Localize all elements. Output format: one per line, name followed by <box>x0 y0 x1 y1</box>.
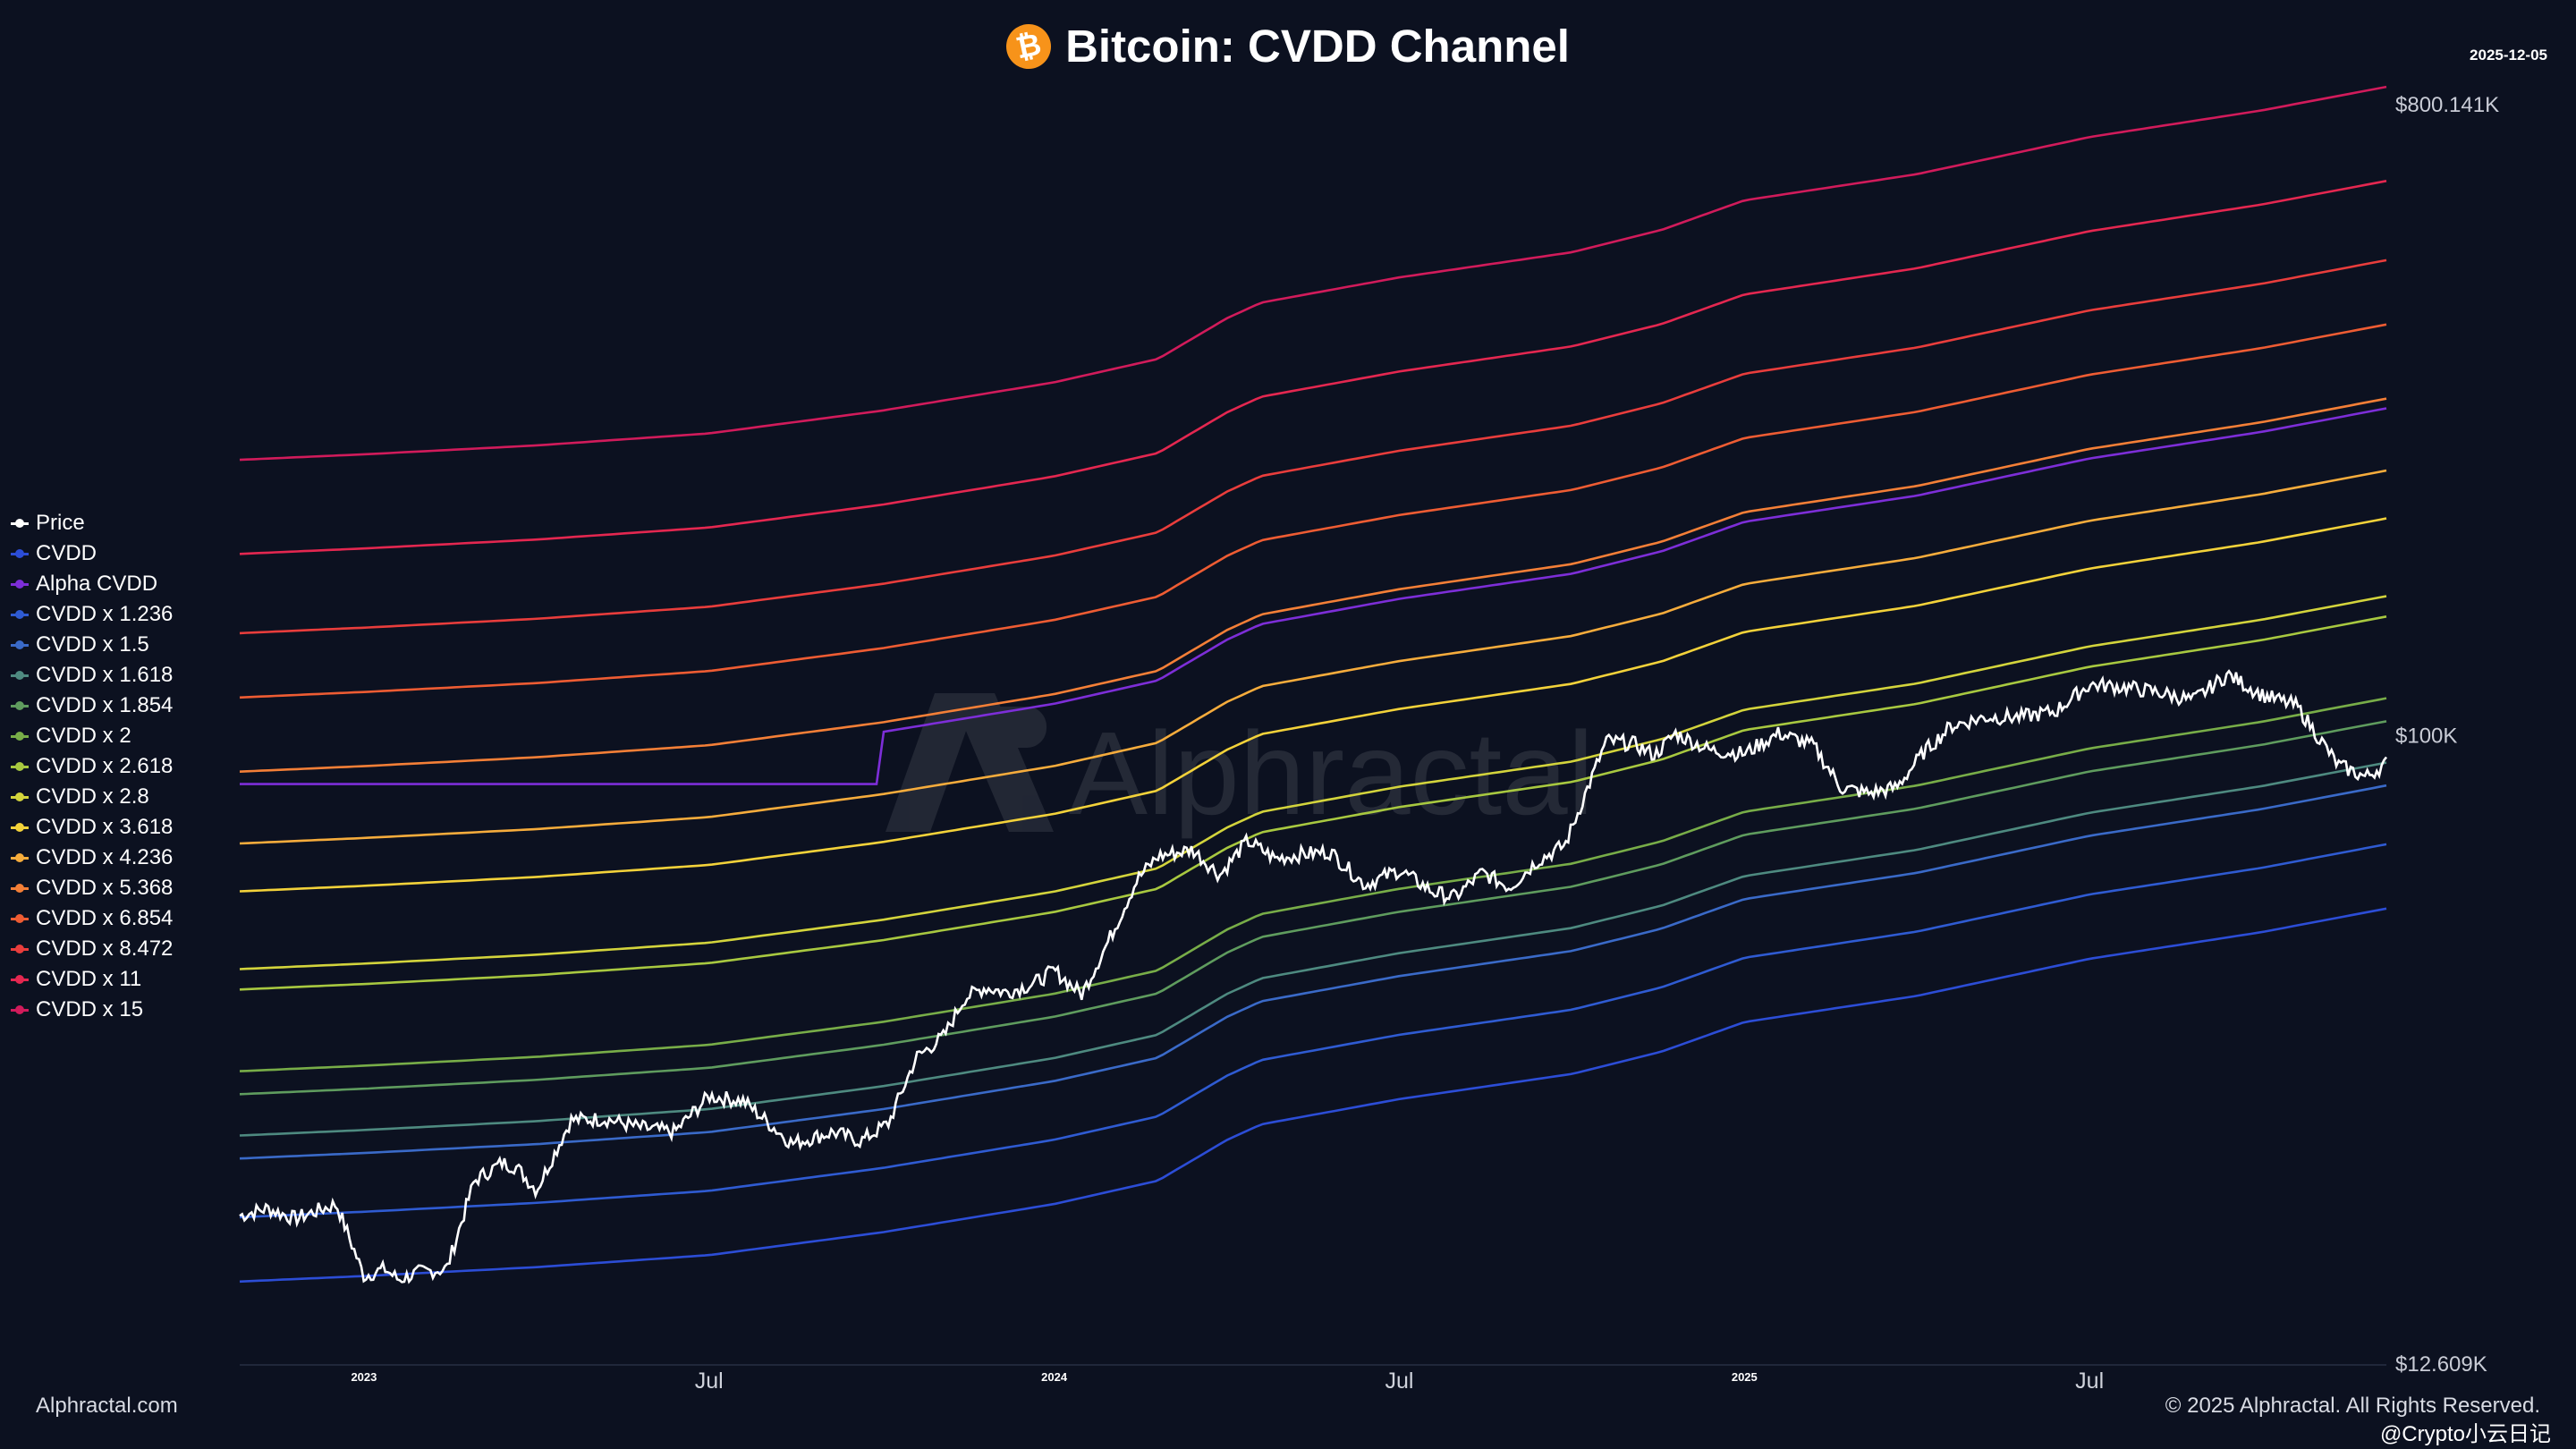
legend-item-cvdd-x-5-368[interactable]: CVDD x 5.368 <box>11 873 173 903</box>
series-line-cvdd <box>239 907 2387 1284</box>
legend-item-cvdd-x-3-618[interactable]: CVDD x 3.618 <box>11 812 173 843</box>
legend-label: CVDD x 5.368 <box>36 876 174 900</box>
legend-swatch-icon <box>11 822 29 832</box>
legend-label: CVDD x 6.854 <box>36 906 174 930</box>
legend-label: Price <box>36 511 85 535</box>
footer-site: Alphractal.com <box>36 1394 178 1418</box>
legend-swatch-icon <box>11 670 29 680</box>
series-line-cvdd-x-8-472 <box>239 258 2387 635</box>
series-line-cvdd-x-1-5 <box>239 784 2387 1160</box>
series-line-cvdd-x-2 <box>239 697 2387 1072</box>
legend-swatch-icon <box>11 731 29 741</box>
legend-item-cvdd-x-2[interactable]: CVDD x 2 <box>11 721 173 751</box>
x-tick-label: 2025 <box>1732 1370 1758 1384</box>
legend-swatch-icon <box>11 913 29 923</box>
legend-label: CVDD x 2.8 <box>36 784 149 809</box>
footer-copyright: © 2025 Alphractal. All Rights Reserved. <box>2165 1394 2540 1418</box>
legend-item-cvdd-x-1-618[interactable]: CVDD x 1.618 <box>11 660 173 691</box>
price-series <box>239 669 2388 1284</box>
series-line-cvdd-x-1-854 <box>239 720 2387 1096</box>
legend-label: CVDD x 8.472 <box>36 936 174 961</box>
legend-label: CVDD x 2.618 <box>36 754 174 778</box>
legend-item-cvdd-x-8-472[interactable]: CVDD x 8.472 <box>11 934 173 964</box>
legend-item-alpha-cvdd[interactable]: Alpha CVDD <box>11 569 173 599</box>
watermark-text: Alphractal <box>1069 708 1594 839</box>
y-tick-label: $12.609K <box>2395 1352 2487 1377</box>
legend-swatch-icon <box>11 548 29 558</box>
legend-label: CVDD x 1.854 <box>36 693 174 717</box>
y-tick-label: $800.141K <box>2395 93 2499 117</box>
series-line-cvdd-x-2-8 <box>239 595 2387 970</box>
legend-item-cvdd-x-11[interactable]: CVDD x 11 <box>11 964 173 995</box>
legend-swatch-icon <box>11 640 29 649</box>
legend-item-cvdd-x-1-854[interactable]: CVDD x 1.854 <box>11 691 173 721</box>
x-tick-label: 2023 <box>351 1370 377 1384</box>
x-tick-label: Jul <box>695 1368 724 1394</box>
series-line-price <box>239 669 2388 1284</box>
legend: Price CVDD Alpha CVDD CVDD x 1.236 CVDD x 1.… <box>11 508 173 1025</box>
legend-swatch-icon <box>11 609 29 619</box>
series-line-cvdd-x-11 <box>239 180 2387 555</box>
legend-swatch-icon <box>11 852 29 862</box>
legend-label: CVDD x 4.236 <box>36 845 174 869</box>
y-tick-label: $100K <box>2395 724 2457 749</box>
legend-item-price[interactable]: Price <box>11 508 173 538</box>
legend-label: CVDD x 11 <box>36 967 142 991</box>
legend-swatch-icon <box>11 700 29 710</box>
legend-label: CVDD <box>36 541 97 565</box>
series-line-cvdd-x-5-368 <box>239 397 2387 773</box>
chart-header: ₿ Bitcoin: CVDD Channel <box>0 19 2576 73</box>
axis-labels: $800.141K $100K $12.609K 2023 Jul 2024 Jul 2025… <box>351 93 2499 1394</box>
legend-label: CVDD x 2 <box>36 724 131 748</box>
legend-label: CVDD x 1.618 <box>36 663 174 687</box>
x-tick-label: Jul <box>2075 1368 2104 1394</box>
legend-swatch-icon <box>11 1004 29 1014</box>
legend-swatch-icon <box>11 579 29 589</box>
legend-swatch-icon <box>11 792 29 801</box>
x-tick-label: 2024 <box>1041 1370 1068 1384</box>
legend-label: CVDD x 1.5 <box>36 632 149 657</box>
legend-item-cvdd-x-1-5[interactable]: CVDD x 1.5 <box>11 630 173 660</box>
legend-item-cvdd-x-15[interactable]: CVDD x 15 <box>11 995 173 1025</box>
legend-swatch-icon <box>11 518 29 528</box>
chart-title: Bitcoin: CVDD Channel <box>1065 21 1570 72</box>
legend-item-cvdd-x-1-236[interactable]: CVDD x 1.236 <box>11 599 173 630</box>
legend-swatch-icon <box>11 761 29 771</box>
legend-item-cvdd-x-6-854[interactable]: CVDD x 6.854 <box>11 903 173 934</box>
legend-swatch-icon <box>11 883 29 893</box>
series-line-cvdd-x-4-236 <box>239 469 2387 845</box>
legend-swatch-icon <box>11 944 29 953</box>
series-line-cvdd-x-3-618 <box>239 517 2387 893</box>
series-line-cvdd-x-1-236 <box>239 843 2387 1219</box>
series-line-cvdd-x-1-618 <box>239 761 2387 1137</box>
cvdd-bands <box>239 85 2387 1284</box>
series-line-alpha-cvdd <box>240 407 2387 785</box>
legend-label: CVDD x 3.618 <box>36 815 174 839</box>
source-tag: @Crypto小云日记 <box>2379 1422 2551 1446</box>
legend-item-cvdd-x-2-8[interactable]: CVDD x 2.8 <box>11 782 173 812</box>
legend-label: CVDD x 1.236 <box>36 602 174 626</box>
legend-label: CVDD x 15 <box>36 997 144 1021</box>
chart-date: 2025-12-05 <box>2470 47 2547 64</box>
x-tick-label: Jul <box>1385 1368 1413 1394</box>
legend-item-cvdd-x-2-618[interactable]: CVDD x 2.618 <box>11 751 173 782</box>
watermark: Alphractal <box>886 693 1594 839</box>
legend-label: Alpha CVDD <box>36 572 158 596</box>
series-line-cvdd-x-2-618 <box>239 615 2387 991</box>
legend-item-cvdd[interactable]: CVDD <box>11 538 173 569</box>
alphractal-logo-icon <box>886 693 1054 832</box>
series-line-cvdd-x-15 <box>239 85 2387 462</box>
legend-swatch-icon <box>11 974 29 984</box>
series-line-cvdd-x-6-854 <box>239 323 2387 699</box>
legend-item-cvdd-x-4-236[interactable]: CVDD x 4.236 <box>11 843 173 873</box>
